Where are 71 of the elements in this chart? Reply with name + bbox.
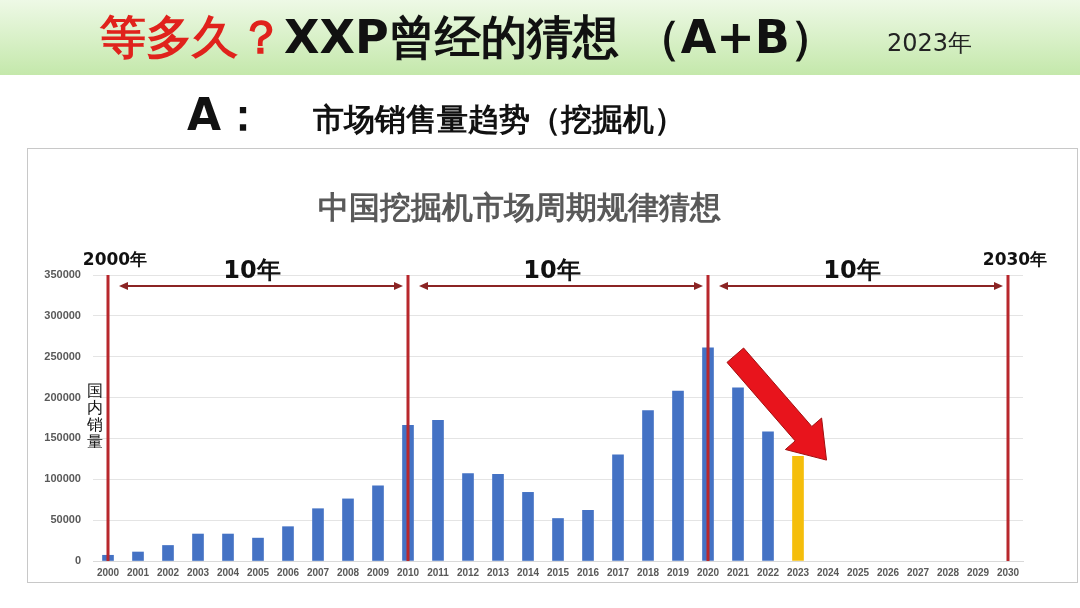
- x-tick-label: 2002: [156, 566, 180, 578]
- chart-subtitle: 市场销售量趋势（挖掘机）: [313, 101, 685, 137]
- bar: [642, 410, 654, 561]
- x-tick-label: 2000: [96, 566, 120, 578]
- y-tick-label: 350000: [44, 268, 81, 281]
- x-tick-label: 2016: [576, 566, 600, 578]
- x-tick-label: 2029: [966, 566, 990, 578]
- annotation: 10年: [223, 256, 281, 284]
- bar: [372, 485, 384, 561]
- x-tick-label: 2015: [546, 566, 570, 578]
- x-tick-label: 2023: [786, 566, 810, 578]
- x-tick-label: 2001: [126, 566, 150, 578]
- x-tick-label: 2024: [816, 566, 840, 578]
- x-tick-label: 2005: [246, 566, 270, 578]
- bar: [462, 473, 474, 561]
- annotation: 10年: [823, 256, 881, 284]
- bar: [162, 545, 174, 561]
- x-tick-label: 2019: [666, 566, 690, 578]
- x-tick-label: 2017: [606, 566, 630, 578]
- bar: [312, 508, 324, 561]
- x-tick-label: 2022: [756, 566, 780, 578]
- bar: [522, 492, 534, 561]
- chart-title: 等多久？XXP曾经的猜想 （A+B）: [100, 10, 836, 64]
- bar: [792, 456, 804, 561]
- bar: [552, 518, 564, 561]
- ref-line-label: 2030年: [982, 249, 1048, 269]
- x-tick-label: 2018: [636, 566, 660, 578]
- annotation: 10年: [523, 256, 581, 284]
- bar: [762, 431, 774, 561]
- x-tick-label: 2004: [216, 566, 240, 578]
- x-tick-label: 2011: [427, 566, 450, 578]
- x-tick-label: 2020: [696, 566, 720, 578]
- y-tick-label: 50000: [50, 513, 81, 526]
- y-tick-label: 200000: [44, 390, 81, 403]
- x-tick-label: 2013: [486, 566, 510, 578]
- bar: [672, 390, 684, 561]
- bar: [222, 533, 234, 561]
- y-tick-label: 150000: [44, 431, 81, 444]
- y-tick-label: 250000: [44, 349, 81, 362]
- x-tick-label: 2003: [186, 566, 210, 578]
- bar: [492, 474, 504, 561]
- y-tick-label: 300000: [44, 308, 81, 321]
- bar: [282, 526, 294, 561]
- x-tick-label: 2012: [456, 566, 480, 578]
- x-tick-label: 2021: [726, 566, 750, 578]
- x-tick-label: 2030: [996, 566, 1020, 578]
- x-tick-label: 2025: [846, 566, 870, 578]
- x-tick-label: 2026: [876, 566, 900, 578]
- x-tick-label: 2008: [336, 566, 360, 578]
- bar: [342, 498, 354, 561]
- bar: [132, 551, 144, 561]
- y-tick-label: 0: [74, 554, 81, 567]
- x-tick-label: 2014: [516, 566, 540, 578]
- y-tick-label: 100000: [44, 472, 81, 485]
- text: 2023年: [887, 29, 973, 57]
- bar: [192, 533, 204, 561]
- x-tick-label: 2006: [276, 566, 300, 578]
- text: A：: [187, 89, 266, 140]
- text: 中国挖掘机市场周期规律猜想: [318, 189, 721, 225]
- x-tick-label: 2009: [366, 566, 390, 578]
- x-tick-label: 2010: [396, 566, 420, 578]
- bar: [432, 420, 444, 561]
- bar: [732, 387, 744, 561]
- x-tick-label: 2027: [906, 566, 930, 578]
- x-tick-label: 2007: [306, 566, 330, 578]
- ref-line-label: 2000年: [82, 249, 148, 269]
- bar: [582, 510, 594, 561]
- y-axis-title: 国内销量: [86, 381, 104, 451]
- x-tick-label: 2028: [936, 566, 960, 578]
- bar: [612, 454, 624, 561]
- bar: [252, 537, 264, 561]
